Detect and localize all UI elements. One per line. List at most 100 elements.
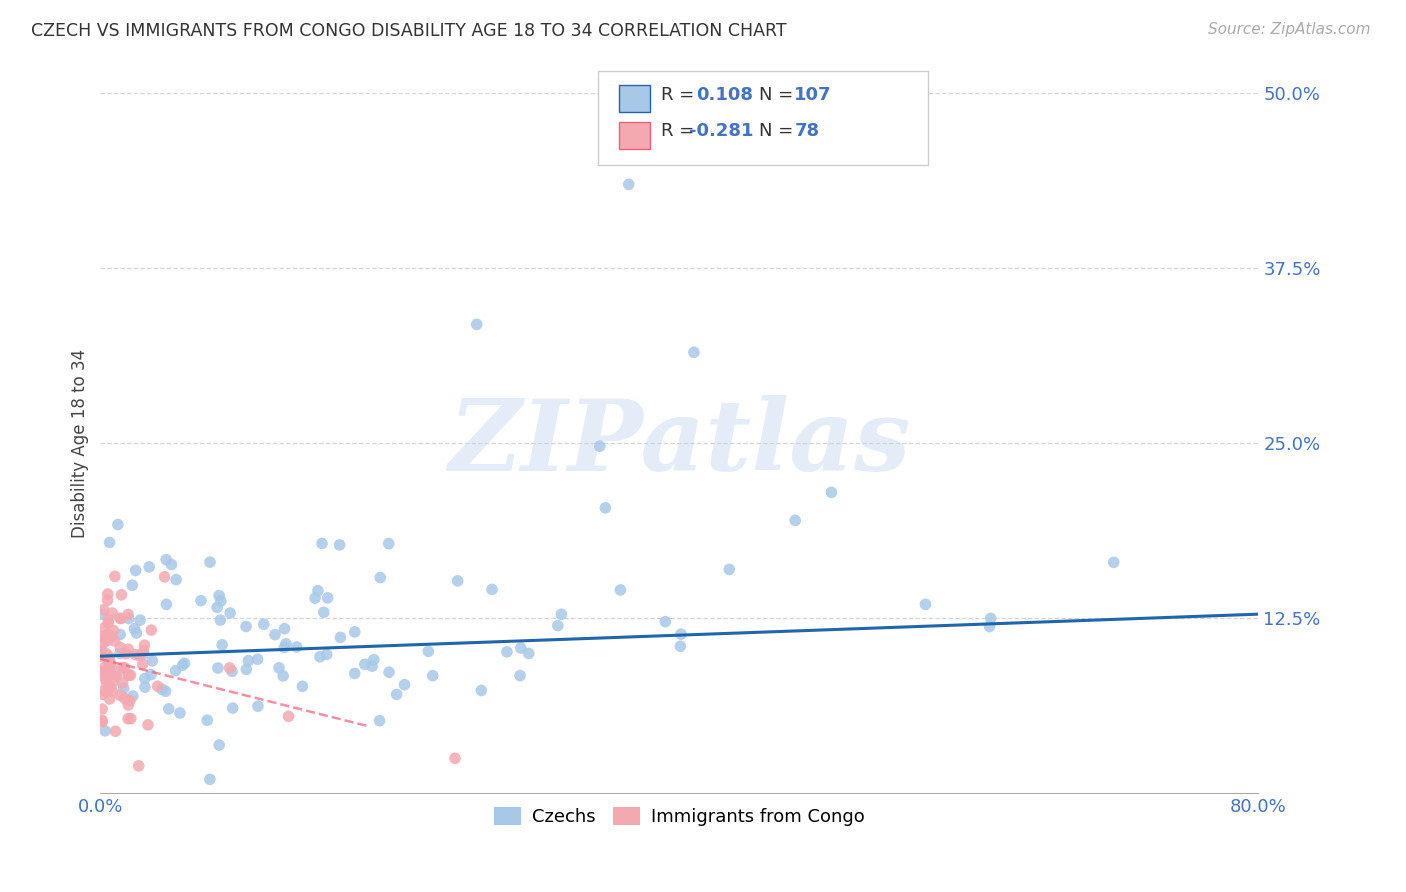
Text: R =: R =: [661, 87, 695, 104]
Point: [97, 613, 120, 627]
Point: [97, 615, 120, 630]
Text: 0.108: 0.108: [696, 87, 754, 104]
Point: [98, 692, 121, 706]
Text: CZECH VS IMMIGRANTS FROM CONGO DISABILITY AGE 18 TO 34 CORRELATION CHART: CZECH VS IMMIGRANTS FROM CONGO DISABILIT…: [31, 22, 786, 40]
Point: [218, 661, 240, 675]
Point: [93, 661, 115, 675]
Point: [173, 657, 195, 671]
Point: [589, 439, 612, 453]
Point: [112, 660, 135, 674]
Point: [307, 583, 329, 598]
Point: [378, 665, 401, 680]
Point: [654, 615, 676, 629]
Point: [198, 555, 221, 569]
Point: [264, 627, 287, 641]
Point: [418, 644, 440, 658]
Point: [221, 665, 243, 679]
Point: [97, 593, 120, 607]
Text: R =: R =: [661, 122, 695, 140]
Point: [110, 640, 132, 655]
Point: [683, 345, 706, 359]
Point: [114, 647, 136, 661]
Point: [93, 683, 115, 698]
Point: [172, 658, 194, 673]
Point: [110, 611, 132, 625]
Point: [111, 661, 134, 675]
Point: [315, 648, 337, 662]
Point: [94, 723, 117, 738]
Point: [343, 666, 366, 681]
Point: [343, 624, 366, 639]
Point: [238, 654, 260, 668]
Point: [117, 611, 139, 625]
Point: [117, 712, 139, 726]
Point: [155, 598, 177, 612]
Legend: Czechs, Immigrants from Congo: Czechs, Immigrants from Congo: [486, 799, 872, 833]
Point: [91, 702, 114, 716]
Point: [447, 574, 470, 588]
Point: [128, 648, 150, 663]
Point: [329, 538, 352, 552]
Text: 78: 78: [794, 122, 820, 140]
Point: [93, 650, 115, 665]
Point: [155, 684, 177, 698]
Point: [246, 699, 269, 714]
Point: [93, 603, 115, 617]
Point: [155, 552, 177, 566]
Point: [273, 622, 295, 636]
Point: [139, 667, 162, 681]
Point: [101, 676, 124, 690]
Point: [329, 631, 352, 645]
Point: [124, 648, 146, 662]
Point: [91, 646, 114, 660]
Point: [120, 712, 142, 726]
Point: [198, 772, 221, 787]
Point: [105, 669, 128, 683]
Text: 107: 107: [794, 87, 832, 104]
Point: [208, 738, 231, 752]
Point: [96, 671, 118, 685]
Point: [211, 638, 233, 652]
Point: [122, 689, 145, 703]
Point: [98, 649, 121, 664]
Point: [96, 676, 118, 690]
Point: [470, 683, 492, 698]
Point: [157, 702, 180, 716]
Point: [138, 560, 160, 574]
Point: [979, 619, 1001, 633]
Point: [209, 613, 232, 627]
Point: [394, 678, 416, 692]
Point: [368, 571, 391, 585]
Point: [129, 613, 152, 627]
Point: [595, 500, 617, 515]
Point: [312, 605, 335, 619]
Point: [107, 517, 129, 532]
Point: [785, 513, 807, 527]
Point: [246, 652, 269, 666]
Point: [377, 536, 399, 550]
Point: [235, 662, 257, 676]
Point: [669, 639, 692, 653]
Point: [108, 627, 131, 641]
Point: [1102, 555, 1125, 569]
Point: [90, 643, 112, 657]
Point: [114, 691, 136, 706]
Point: [98, 659, 121, 673]
Point: [208, 589, 231, 603]
Point: [617, 178, 640, 192]
Point: [277, 709, 299, 723]
Point: [100, 660, 122, 674]
Point: [160, 558, 183, 572]
Point: [209, 594, 232, 608]
Point: [820, 485, 842, 500]
Point: [94, 631, 117, 645]
Point: [104, 724, 127, 739]
Point: [131, 657, 153, 671]
Point: [150, 682, 173, 697]
Point: [91, 636, 114, 650]
Point: [361, 659, 384, 673]
Point: [125, 626, 148, 640]
Point: [94, 672, 117, 686]
Point: [547, 618, 569, 632]
Point: [96, 633, 118, 648]
